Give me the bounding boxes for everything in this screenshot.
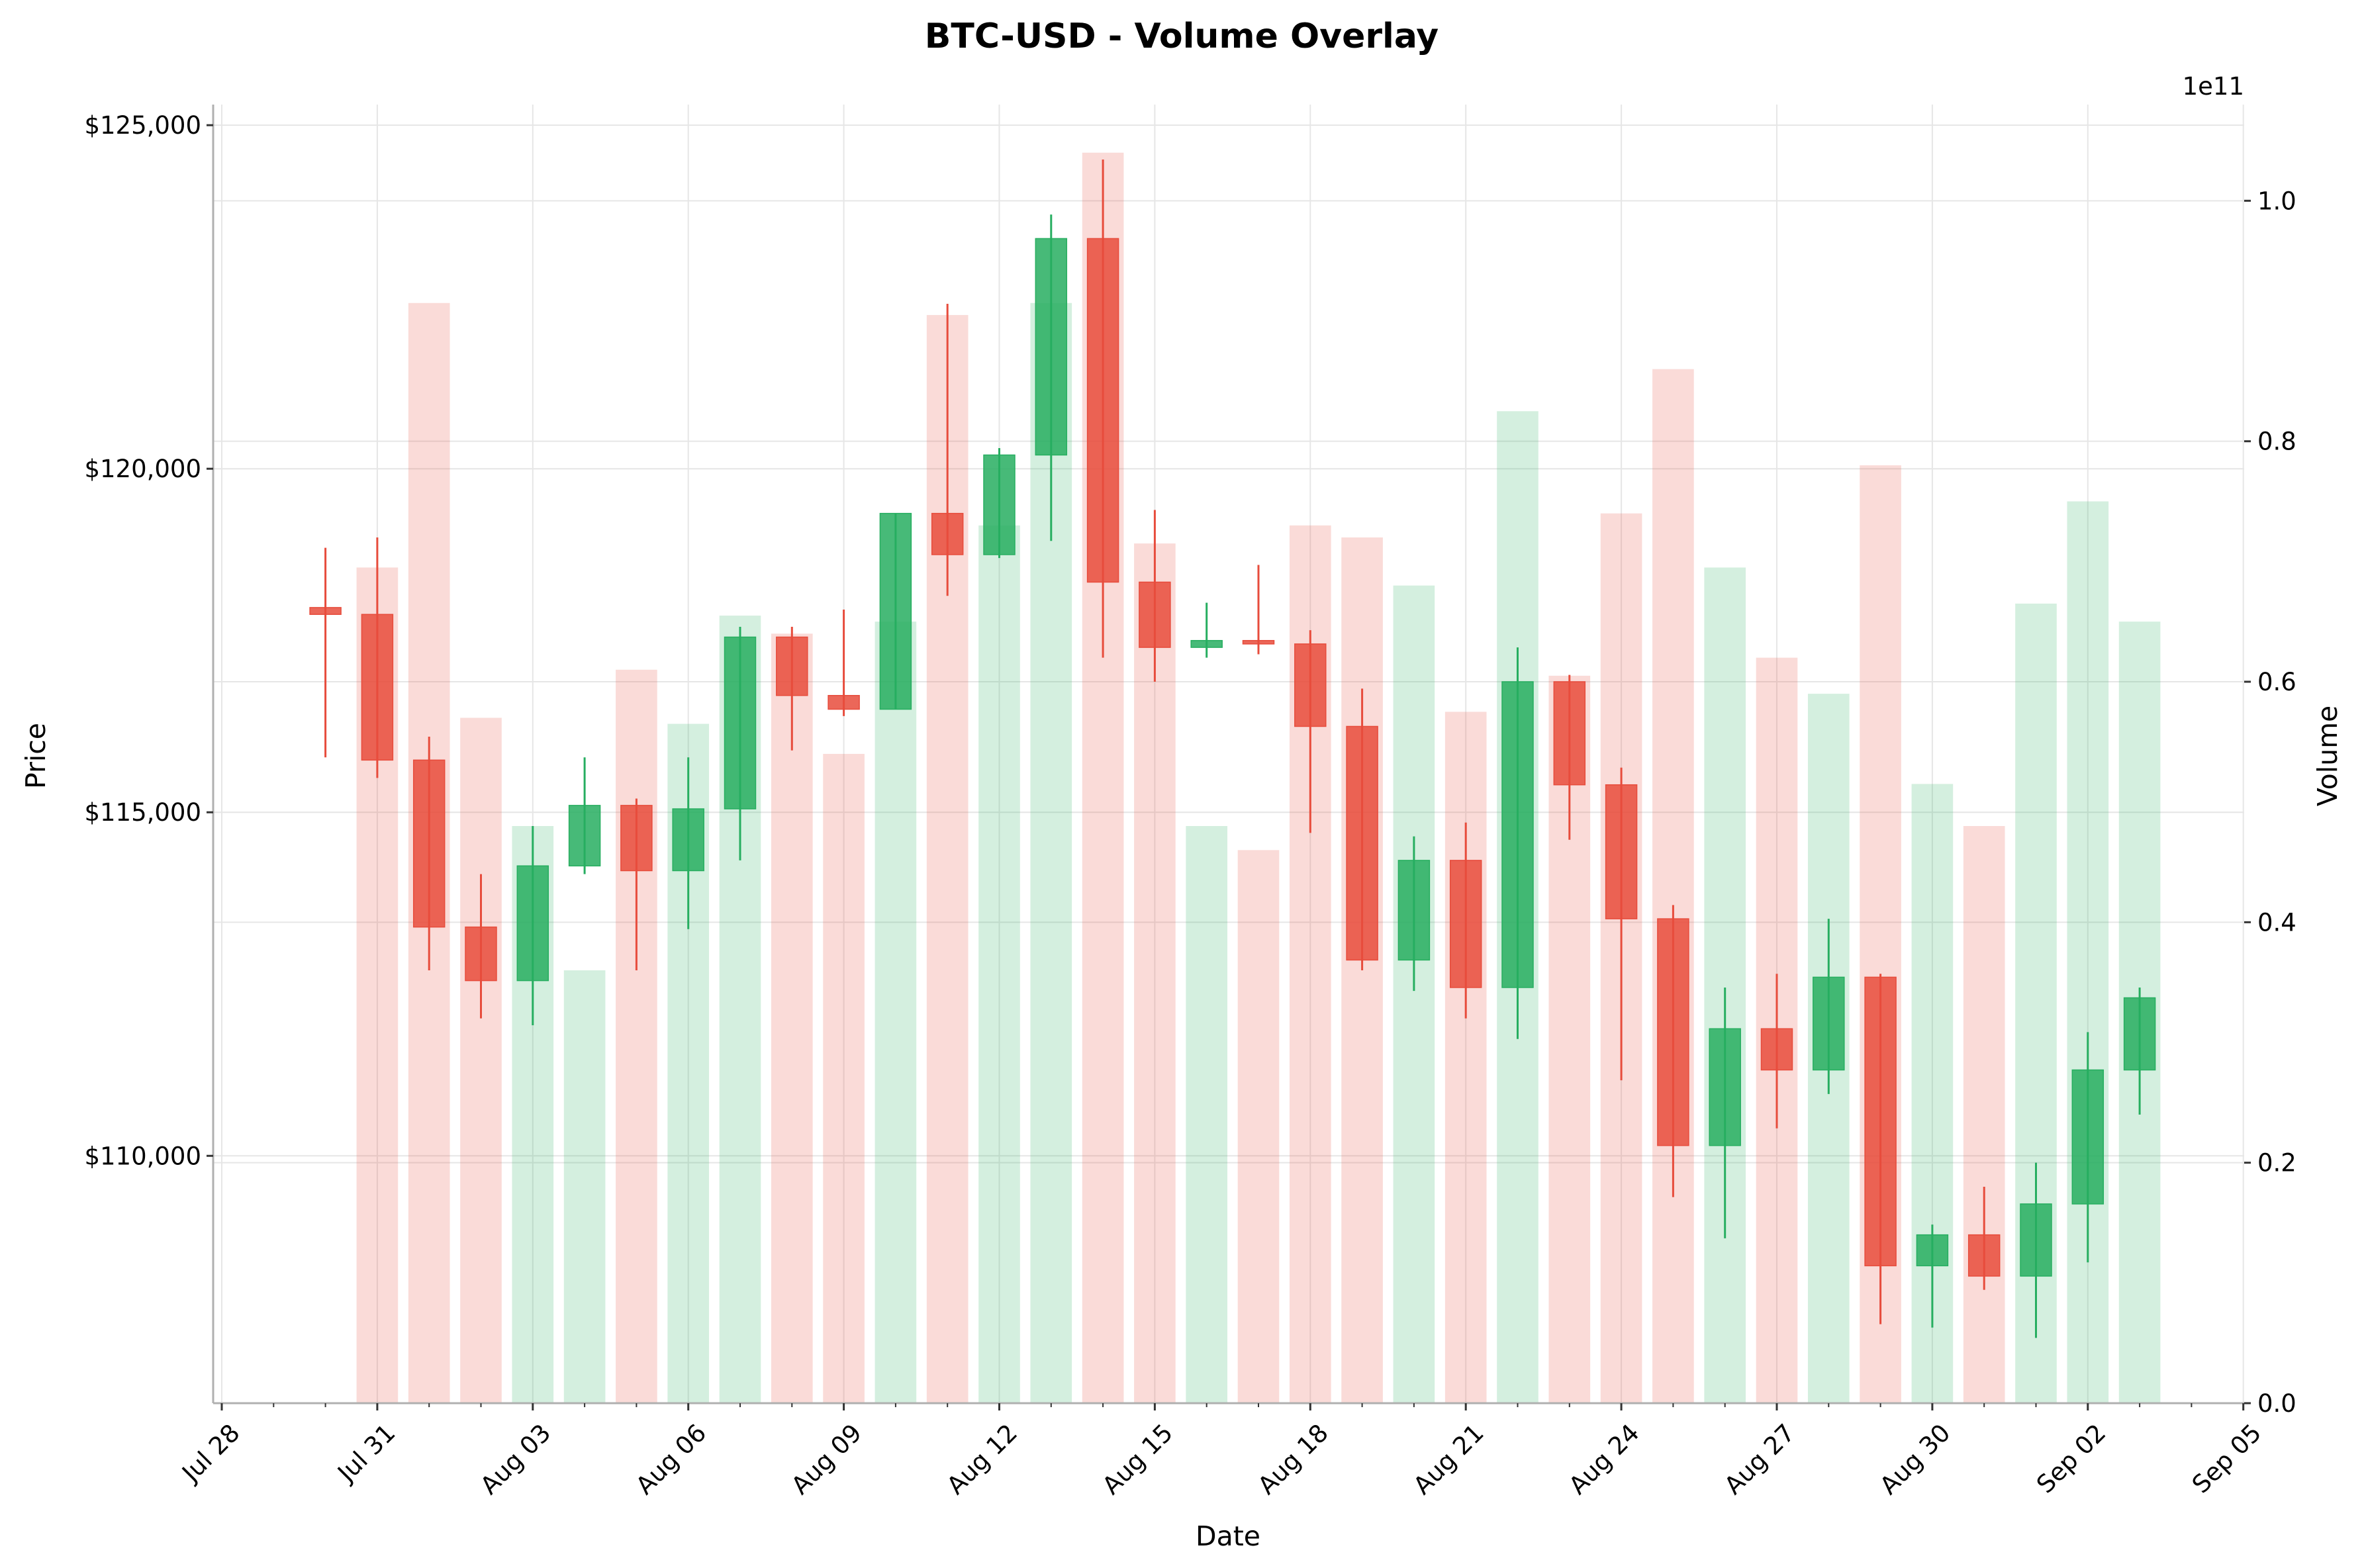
volume-bar — [978, 525, 1020, 1404]
x-tick-label: Sep 02 — [2031, 1418, 2111, 1499]
x-tick-label: Aug 12 — [941, 1418, 1023, 1500]
candle-body — [1864, 976, 1897, 1267]
volume-bar — [1704, 567, 1746, 1403]
volume-bar — [1134, 543, 1176, 1404]
candle-body — [724, 636, 757, 809]
candle-body — [1294, 643, 1327, 727]
volume-bar — [2067, 501, 2109, 1403]
y-tick-label: $120,000 — [84, 455, 201, 483]
candle-body — [1657, 918, 1689, 1146]
x-tick-label: Aug 24 — [1564, 1418, 1645, 1500]
y2-tick-label: 0.6 — [2257, 668, 2296, 696]
candle-body — [309, 607, 342, 616]
y2-tick-label: 0.4 — [2257, 908, 2296, 937]
volume-bar — [823, 754, 865, 1403]
x-tick-label: Aug 27 — [1719, 1418, 1800, 1500]
candle-body — [1346, 725, 1378, 961]
x-tick-label: Aug 18 — [1253, 1418, 1334, 1500]
candle-body — [1035, 238, 1068, 456]
x-tick-label: Aug 09 — [786, 1418, 867, 1500]
candle-body — [516, 865, 549, 982]
candle-body — [2071, 1069, 2104, 1205]
candle-body — [1086, 238, 1119, 583]
candle-body — [1605, 784, 1638, 919]
x-tick-label: Jul 28 — [176, 1418, 246, 1488]
x-tick-label: Aug 21 — [1408, 1418, 1489, 1500]
y2-offset-label: 1e11 — [2183, 72, 2244, 101]
candle-body — [1709, 1028, 1741, 1146]
volume-bar — [563, 970, 606, 1403]
candle-body — [672, 808, 704, 872]
y2-tick-label: 1.0 — [2257, 187, 2296, 215]
candle-body — [412, 759, 446, 928]
x-tick-label: Sep 05 — [2187, 1418, 2267, 1499]
candle-body — [361, 614, 394, 761]
volume-bars — [356, 152, 2161, 1404]
candle-body — [931, 512, 964, 555]
chart-title: BTC-USD - Volume Overlay — [925, 17, 1439, 56]
volume-bar — [1186, 826, 1228, 1403]
volume-bar — [771, 633, 813, 1404]
candle-body — [983, 454, 1016, 555]
volume-bar — [1393, 585, 1435, 1403]
y2-tick-label: 0.2 — [2257, 1149, 2296, 1177]
candle-body — [827, 695, 860, 710]
candle-body — [568, 805, 601, 866]
volume-bar — [616, 669, 657, 1404]
x-axis-label: Date — [1196, 1520, 1260, 1552]
y2-tick-label: 0.8 — [2257, 428, 2296, 456]
candle-body — [776, 636, 808, 696]
candle-body — [2123, 997, 2156, 1071]
volume-bar — [1652, 369, 1694, 1403]
y-tick-label: $115,000 — [84, 798, 201, 827]
volume-bar — [1237, 850, 1280, 1403]
candle-body — [1190, 639, 1223, 648]
candle-body — [1967, 1234, 2001, 1277]
candle-body — [1813, 976, 1845, 1071]
x-tick-label: Aug 03 — [475, 1418, 556, 1500]
candle-body — [465, 926, 497, 982]
volume-bar — [1444, 712, 1487, 1403]
candle-body — [620, 805, 653, 872]
y2-tick-label: 0.0 — [2257, 1389, 2296, 1418]
candle-body — [1139, 581, 1171, 648]
y2-axis-label: Volume — [2312, 706, 2343, 807]
candle-body — [1553, 681, 1586, 786]
price-candles — [309, 160, 2156, 1338]
candle-body — [879, 512, 912, 710]
candle-body — [1242, 639, 1275, 645]
candle-body — [1760, 1028, 1793, 1071]
x-tick-label: Aug 06 — [630, 1418, 712, 1500]
x-tick-label: Aug 30 — [1874, 1418, 1956, 1500]
candle-body — [1916, 1234, 1949, 1267]
volume-bar — [460, 717, 502, 1403]
x-tick-label: Aug 15 — [1097, 1418, 1178, 1500]
y-tick-label: $125,000 — [84, 111, 201, 140]
x-tick-label: Jul 31 — [332, 1418, 401, 1488]
y-tick-label: $110,000 — [84, 1142, 201, 1170]
volume-bar — [1963, 826, 2005, 1403]
volume-bar — [875, 622, 917, 1403]
candle-body — [1397, 860, 1431, 961]
candle-body — [2020, 1203, 2052, 1277]
candle-body — [1449, 860, 1482, 988]
y-axis-label: Price — [20, 723, 52, 789]
candle-body — [1501, 681, 1534, 988]
